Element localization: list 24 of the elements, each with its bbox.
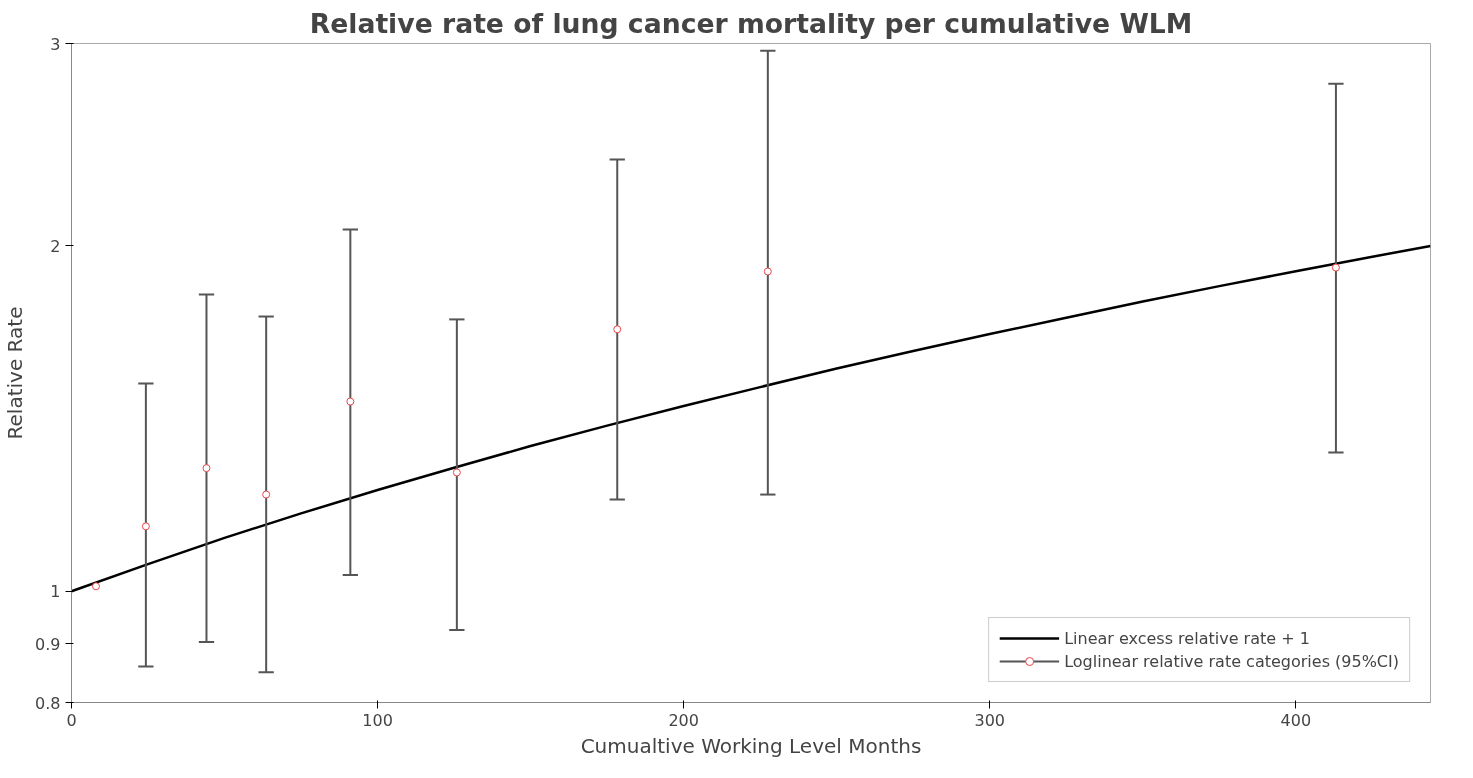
y-tick-label: 2: [50, 236, 61, 256]
y-tick-label: 3: [50, 34, 61, 54]
point: [202, 464, 211, 473]
y-tick-label: 0.9: [35, 634, 61, 654]
chart-title: Relative rate of lung cancer mortality per cumulative WLM: [309, 7, 1193, 39]
x-tick-label: 200: [668, 710, 699, 730]
point: [141, 522, 150, 531]
x-tick-label: 0: [66, 710, 77, 730]
point: [91, 582, 100, 591]
legend-label: Linear excess relative rate + 1: [1064, 628, 1310, 648]
point: [452, 468, 461, 477]
point: [262, 490, 271, 499]
x-axis-title: Cumualtive Working Level Months: [580, 733, 922, 758]
x-tick-label: 300: [974, 710, 1006, 730]
point: [346, 397, 355, 406]
point: [763, 267, 772, 276]
y-tick-label: 0.8: [35, 693, 61, 713]
y-tick-label: 1: [50, 582, 61, 602]
legend-label: Loglinear relative rate categories (95%CI): [1064, 651, 1399, 671]
y-axis-title: Relative Rate: [3, 306, 28, 440]
point: [613, 325, 622, 334]
point: [1331, 263, 1340, 272]
x-tick-label: 100: [362, 710, 393, 730]
x-tick-label: 400: [1280, 710, 1312, 730]
